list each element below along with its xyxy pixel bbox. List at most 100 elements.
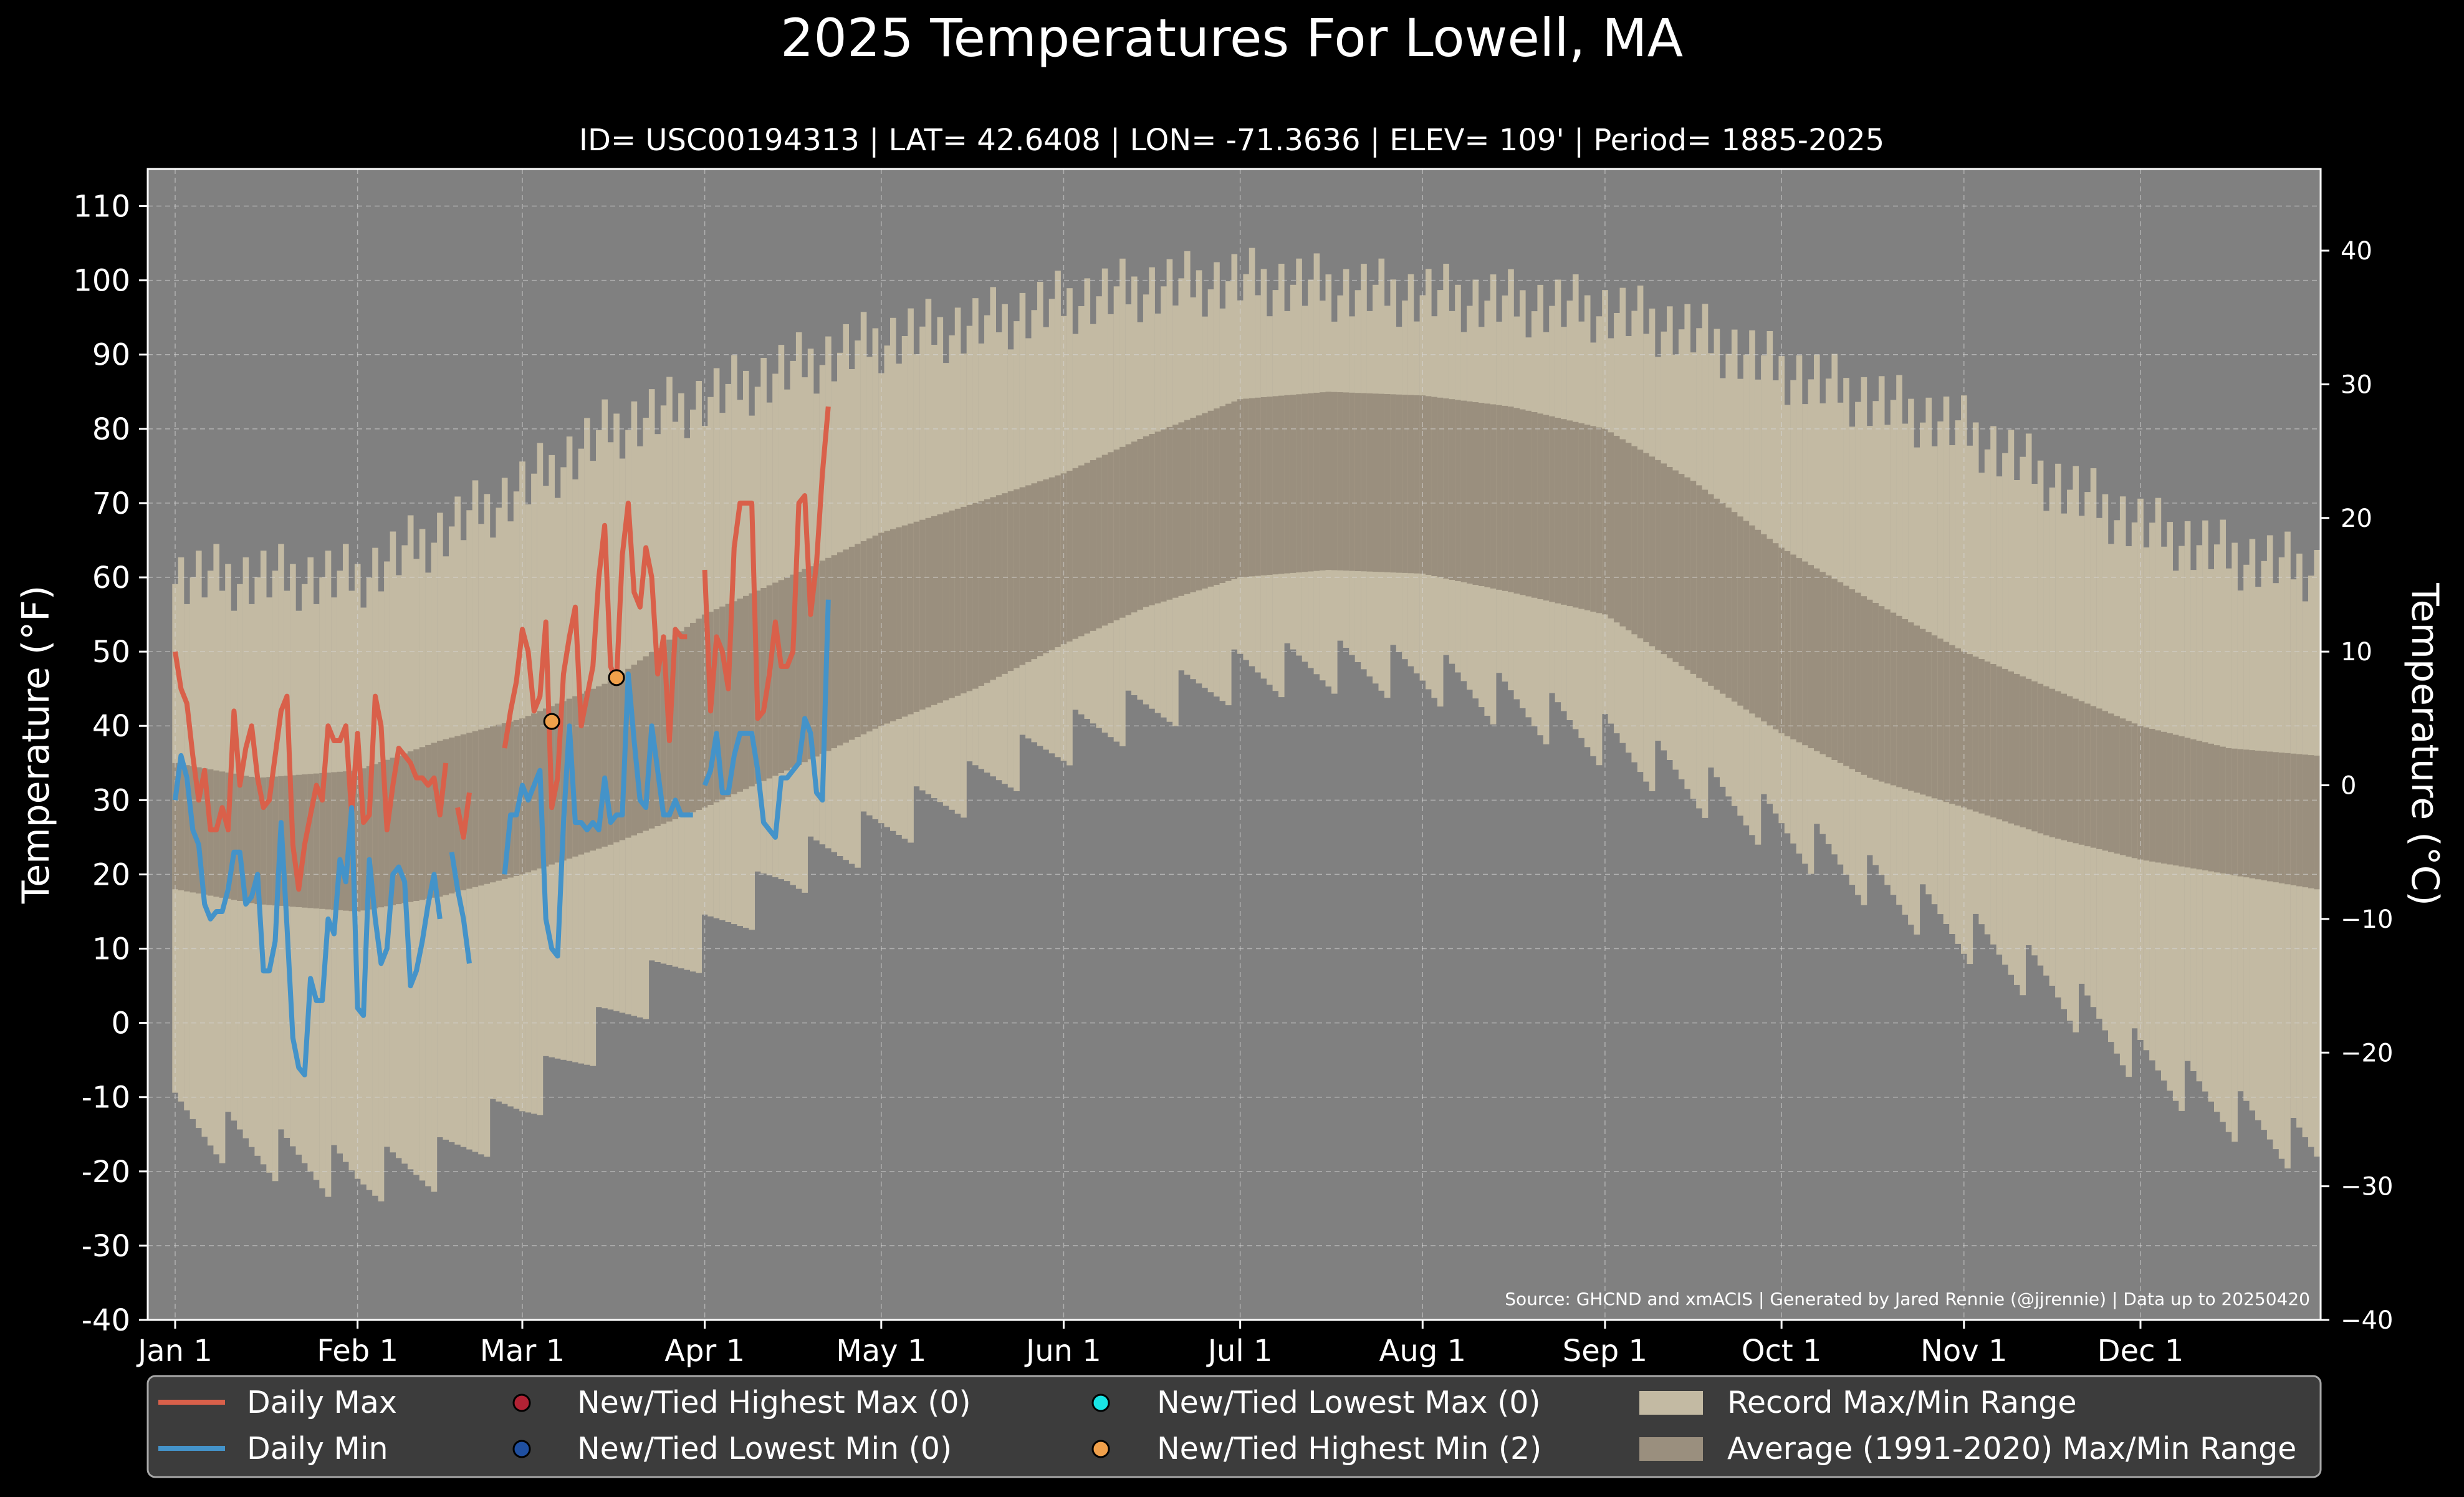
normal-range-bar: [2266, 751, 2273, 882]
normal-range-bar: [1460, 400, 1467, 582]
plot-frame: [146, 168, 2322, 1321]
normal-range-bar: [2220, 746, 2226, 874]
normal-range-bar: [1472, 402, 1479, 585]
normal-range-bar: [672, 635, 679, 819]
normal-range-bar: [1578, 423, 1584, 609]
normal-range-bar: [213, 770, 219, 897]
normal-range-bar: [1808, 565, 1814, 748]
normal-range-bar: [1702, 489, 1709, 682]
normal-range-bar: [1943, 642, 1950, 802]
daily-max-line: [455, 792, 472, 840]
normal-range-bar: [1354, 393, 1361, 571]
normal-range-bar: [2108, 713, 2114, 852]
normal-range-bar: [1443, 398, 1449, 579]
normal-range-bar: [1390, 394, 1396, 573]
normal-range-bar: [1479, 403, 1485, 586]
normal-range-bar: [496, 724, 502, 881]
y-tick-label: 80: [92, 412, 130, 447]
normal-range-bar: [1161, 429, 1167, 602]
legend-swatch-record-range: [1639, 1391, 1703, 1415]
normal-range-bar: [478, 729, 484, 886]
normal-range-bar: [2179, 736, 2185, 867]
normal-range-bar: [1737, 516, 1743, 706]
normal-range-bar: [1908, 622, 1914, 791]
normal-range-bar: [1361, 393, 1367, 572]
x-tick-label: Apr 1: [664, 1334, 745, 1369]
normal-range-bar: [966, 504, 973, 691]
x-tick-label: Dec 1: [2097, 1334, 2184, 1369]
normal-range-bar: [684, 627, 691, 815]
y-tick-label: -10: [82, 1081, 130, 1115]
daily-min-line: [702, 599, 831, 840]
normal-range-bar: [2020, 676, 2026, 827]
normal-range-bar: [2061, 693, 2068, 840]
normal-range-bar: [331, 772, 337, 910]
normal-range-bar: [1696, 485, 1702, 678]
normal-range-bar: [602, 683, 608, 847]
normal-range-bar: [1396, 394, 1402, 573]
normal-range-bar: [2261, 751, 2268, 880]
y-tick-label: 40: [92, 709, 130, 744]
y-tick-label: 90: [92, 338, 130, 373]
normal-range-bar: [319, 773, 325, 909]
normal-range-bar: [725, 604, 732, 797]
normal-range-bar: [772, 582, 779, 776]
normal-range-bar: [1296, 394, 1302, 573]
normal-range-bar: [937, 514, 944, 703]
normal-range-bar: [1626, 443, 1632, 630]
legend-label-record-range: Record Max/Min Range: [1727, 1385, 2077, 1420]
x-tick-label: Jun 1: [1024, 1334, 1101, 1369]
normal-range-bar: [513, 720, 520, 876]
y-axis-right: 40 30 20 10 0 −10 −20 −30 −40: [2321, 237, 2393, 1335]
normal-range-bar: [1272, 396, 1279, 575]
normal-range-bar: [2143, 727, 2150, 861]
normal-range-bar: [566, 698, 573, 859]
normal-range-bar: [1096, 457, 1102, 628]
y-tick-label: 0: [111, 1006, 130, 1041]
normal-range-bar: [1637, 450, 1644, 638]
source-note: Source: GHCND and xmACIS | Generated by …: [1505, 1289, 2310, 1309]
legend-label-lowest-max: New/Tied Lowest Max (0): [1157, 1385, 1541, 1420]
normal-range-bar: [660, 643, 667, 824]
normal-range-bar: [1243, 398, 1249, 577]
normal-range-bar: [272, 776, 279, 906]
normal-range-bar: [437, 741, 443, 897]
legend-marker-highest-max: [512, 1394, 531, 1412]
y2-tick-label: −20: [2341, 1039, 2393, 1067]
normal-range-bar: [1520, 409, 1526, 595]
normal-range-bar: [407, 751, 414, 902]
normal-range-bar: [890, 529, 896, 721]
y2-tick-label: 30: [2341, 370, 2372, 399]
normal-range-bar: [1108, 452, 1114, 623]
y-axis-label-left: Temperature (°F): [14, 585, 58, 904]
normal-range-bar: [1902, 619, 1909, 789]
normal-range-bar: [819, 561, 826, 754]
normal-range-bar: [2208, 743, 2215, 872]
normal-range-bar: [2273, 752, 2279, 883]
normal-range-bar: [1608, 432, 1614, 619]
normal-range-bar: [2314, 755, 2320, 890]
normal-range-bar: [1643, 453, 1649, 642]
normal-range-bar: [1672, 470, 1679, 662]
normal-range-bar: [2055, 691, 2061, 839]
normal-range-bar: [1231, 401, 1238, 579]
normal-range-bar: [2284, 753, 2291, 885]
normal-range-bar: [596, 686, 602, 849]
normal-range-bar: [1931, 635, 1938, 799]
legend-label-highest-max: New/Tied Highest Max (0): [577, 1385, 971, 1420]
normal-range-bar: [401, 753, 408, 903]
normal-range-bar: [2308, 755, 2314, 888]
normal-range-bar: [1343, 392, 1349, 571]
normal-range-bar: [1484, 403, 1490, 587]
normal-range-bar: [1025, 485, 1032, 662]
normal-range-bar: [1678, 474, 1685, 667]
normal-range-bar: [2119, 718, 2126, 855]
normal-range-bar: [284, 776, 290, 907]
normal-range-bar: [2255, 750, 2261, 880]
normal-range-bar: [1714, 498, 1720, 690]
legend-marker-lowest-min: [512, 1440, 531, 1458]
normal-range-bar: [449, 737, 455, 893]
normal-range-bar: [949, 510, 955, 698]
